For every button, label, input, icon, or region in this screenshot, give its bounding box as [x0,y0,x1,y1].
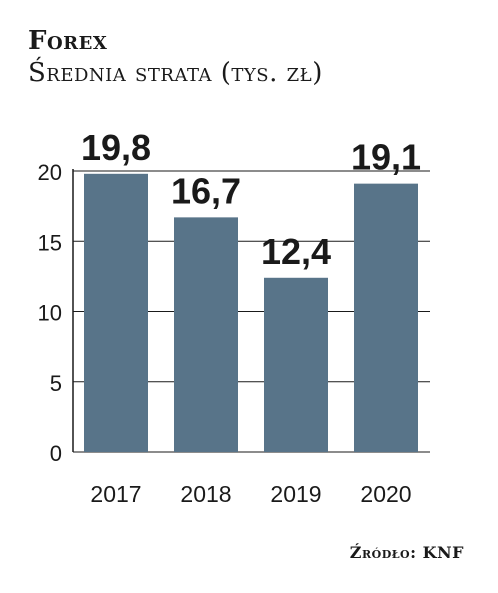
chart-subtitle: Średnia strata (tys. zł) [28,58,323,88]
y-tick-label-10: 10 [38,301,62,326]
x-tick-label-2020: 2020 [360,481,411,507]
bar-2020 [354,183,418,452]
data-label-2018: 16,7 [171,170,241,211]
data-label-2017: 19,8 [81,127,151,168]
chart-title: Forex [28,26,108,56]
y-tick-label-20: 20 [38,160,62,185]
source-note: Źródło: KNF [349,543,464,562]
data-label-2020: 19,1 [351,137,421,178]
x-tick-label-2019: 2019 [270,481,321,507]
y-tick-label-0: 0 [50,441,62,466]
x-tick-label-2017: 2017 [90,481,141,507]
bar-2017 [84,173,148,452]
bar-2019 [264,277,328,452]
data-label-2019: 12,4 [261,231,331,272]
x-tick-label-2018: 2018 [180,481,231,507]
bar-2018 [174,217,238,452]
y-tick-label-5: 5 [50,371,62,396]
y-tick-label-15: 15 [38,230,62,255]
